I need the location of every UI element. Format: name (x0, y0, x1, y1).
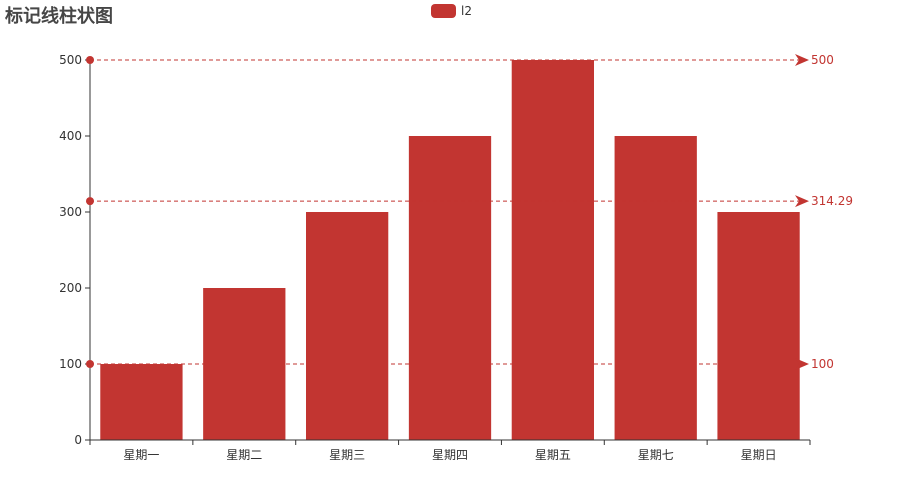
y-tick-label-5: 500 (59, 53, 82, 67)
bar-2[interactable] (306, 212, 389, 440)
bar-3[interactable] (408, 136, 492, 440)
mark-line-min-label: 100 (811, 357, 834, 371)
legend-swatch (431, 4, 456, 18)
x-tick-label-1: 星期二 (226, 448, 262, 462)
x-tick-label-4: 星期五 (535, 448, 571, 462)
mark-line-average-arrow (795, 195, 809, 208)
marklines-layer: 500 314.29 100 (86, 53, 853, 371)
mark-line-average-label: 314.29 (811, 194, 853, 208)
x-tick-label-0: 星期一 (123, 448, 159, 462)
bar-4[interactable] (511, 60, 594, 440)
axes-layer: 0 100 200 300 400 500 星期一 星期二 星期三 星期四 星期五 星期七 星期日 (59, 53, 811, 462)
y-tick-label-2: 200 (59, 281, 82, 295)
mark-line-max-arrow (795, 54, 809, 66)
y-tick-label-1: 100 (59, 357, 82, 371)
mark-line-max-label: 500 (811, 53, 834, 67)
mark-line-min-arrow (795, 358, 809, 370)
legend-label: l2 (461, 4, 472, 18)
mark-line-max[interactable]: 500 (86, 53, 834, 67)
mark-line-average[interactable]: 314.29 (86, 194, 853, 208)
mark-line-min-start-dot (86, 360, 94, 368)
y-tick-label-4: 400 (59, 129, 82, 143)
x-tick-label-5: 星期七 (638, 448, 674, 462)
y-tick-label-3: 300 (59, 205, 82, 219)
x-tick-label-3: 星期四 (432, 448, 468, 462)
legend-item-l2[interactable]: l2 (431, 4, 472, 18)
bar-0[interactable] (100, 364, 183, 440)
chart-title: 标记线柱状图 (5, 6, 113, 27)
mark-line-min[interactable]: 100 (86, 357, 834, 371)
bar-5[interactable] (614, 136, 697, 440)
mark-line-average-start-dot (86, 197, 94, 206)
x-tick-label-6: 星期日 (741, 448, 777, 462)
y-tick-label-0: 0 (74, 433, 82, 447)
bars-layer (100, 60, 800, 440)
bar-6[interactable] (717, 212, 800, 440)
x-tick-label-2: 星期三 (329, 448, 365, 462)
mark-line-max-start-dot (86, 56, 94, 64)
